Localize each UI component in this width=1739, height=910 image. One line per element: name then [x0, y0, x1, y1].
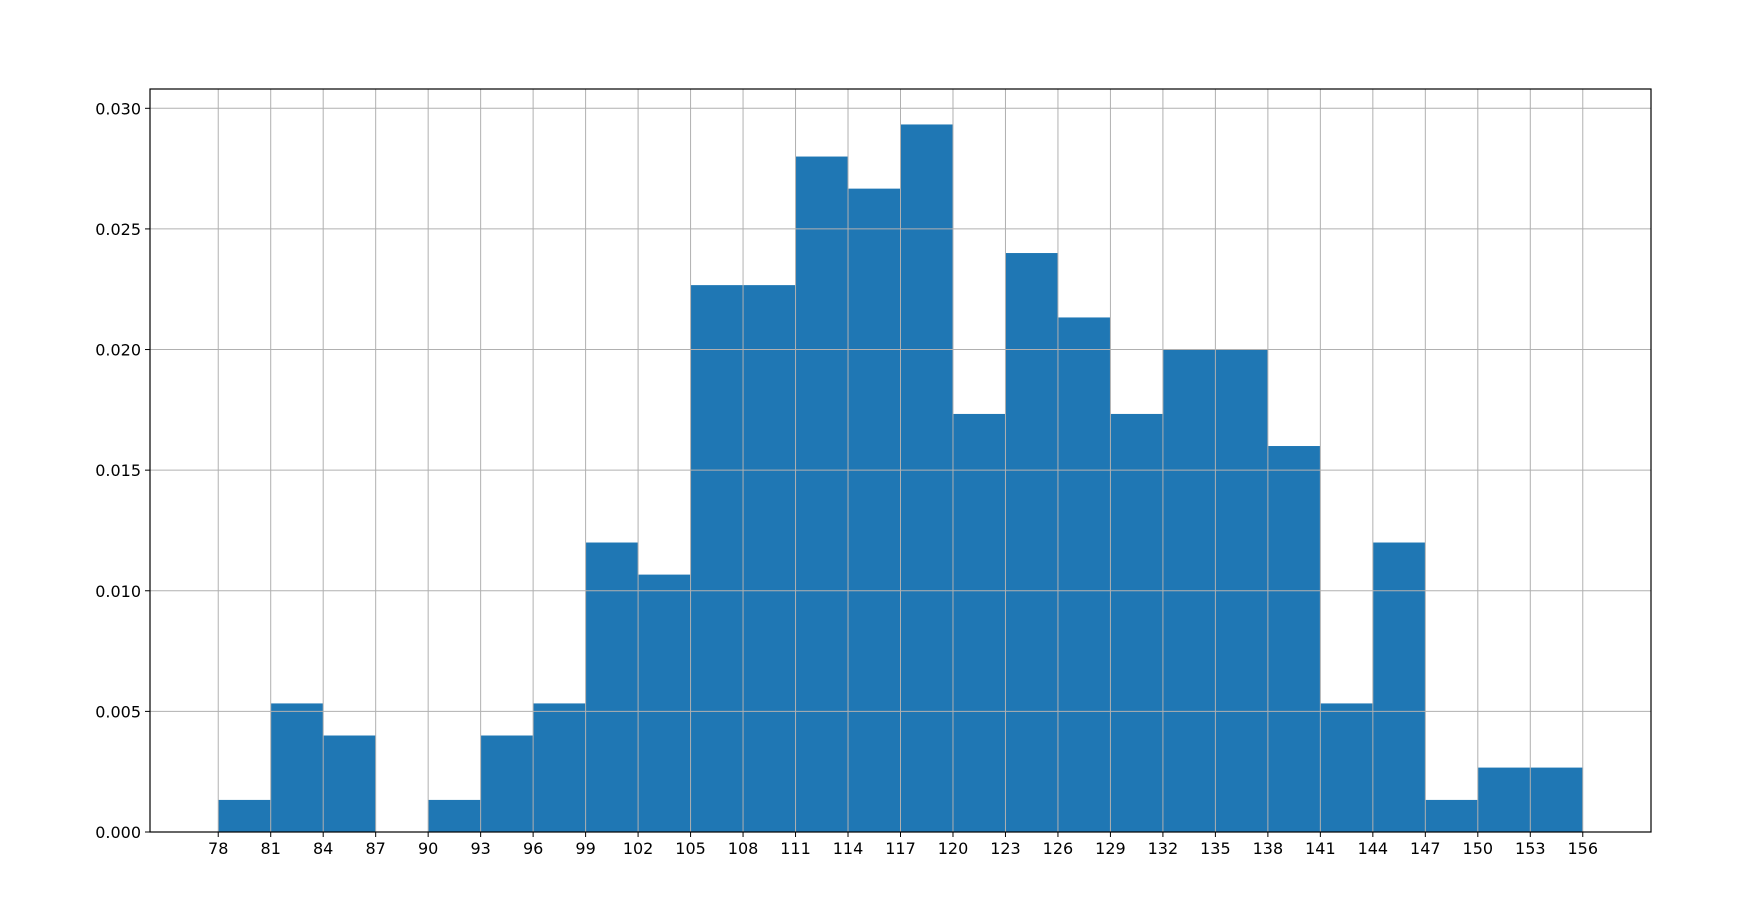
x-tick-label: 144: [1358, 839, 1389, 858]
x-tick-label: 108: [728, 839, 759, 858]
bar: [218, 799, 271, 832]
bar: [900, 124, 953, 832]
bar: [1320, 703, 1373, 832]
x-tick-label: 150: [1463, 839, 1494, 858]
y-tick-label: 0.020: [95, 341, 141, 360]
x-tick-label: 93: [470, 839, 490, 858]
y-tick-label: 0.025: [95, 220, 141, 239]
bar: [952, 413, 1006, 832]
bar: [638, 574, 691, 832]
bar: [428, 799, 481, 832]
x-tick-label: 153: [1515, 839, 1546, 858]
bar: [743, 285, 796, 832]
x-tick-label: 123: [990, 839, 1021, 858]
x-tick-label: 90: [418, 839, 438, 858]
x-tick-label: 132: [1148, 839, 1179, 858]
x-tick-label: 126: [1043, 839, 1074, 858]
x-tick-label: 156: [1567, 839, 1598, 858]
x-tick-label: 78: [208, 839, 228, 858]
y-tick-label: 0.005: [95, 702, 141, 721]
bar: [1267, 446, 1321, 832]
x-tick-label: 81: [261, 839, 281, 858]
axes-frame: [149, 88, 1652, 833]
x-tick-label: 117: [885, 839, 916, 858]
y-tick-label: 0.010: [95, 582, 141, 601]
bar: [533, 703, 586, 832]
x-tick-label: 138: [1253, 839, 1284, 858]
bar: [323, 735, 376, 832]
bar: [1110, 413, 1163, 832]
bar: [795, 156, 849, 832]
y-tick-label: 0.015: [95, 461, 141, 480]
bar: [270, 703, 324, 832]
x-tick-label: 96: [523, 839, 543, 858]
bar: [585, 542, 639, 832]
x-tick-label: 135: [1200, 839, 1231, 858]
bar: [1005, 253, 1058, 833]
bar: [848, 188, 901, 833]
bar: [1530, 767, 1583, 832]
bar: [1372, 542, 1426, 832]
bar: [1057, 317, 1111, 832]
y-tick-label: 0.000: [95, 823, 141, 842]
y-tick-label: 0.030: [95, 99, 141, 118]
bar: [480, 735, 534, 832]
x-tick-label: 111: [780, 839, 811, 858]
x-tick-label: 120: [938, 839, 969, 858]
x-tick-label: 147: [1410, 839, 1441, 858]
bar: [690, 285, 744, 832]
bar: [1425, 799, 1478, 832]
x-tick-label: 99: [575, 839, 595, 858]
x-tick-label: 141: [1305, 839, 1336, 858]
x-tick-label: 105: [675, 839, 706, 858]
x-tick-label: 102: [623, 839, 654, 858]
bar: [1477, 767, 1531, 832]
x-tick-label: 87: [365, 839, 385, 858]
x-tick-label: 129: [1095, 839, 1126, 858]
x-tick-label: 114: [833, 839, 864, 858]
x-tick-label: 84: [313, 839, 333, 858]
